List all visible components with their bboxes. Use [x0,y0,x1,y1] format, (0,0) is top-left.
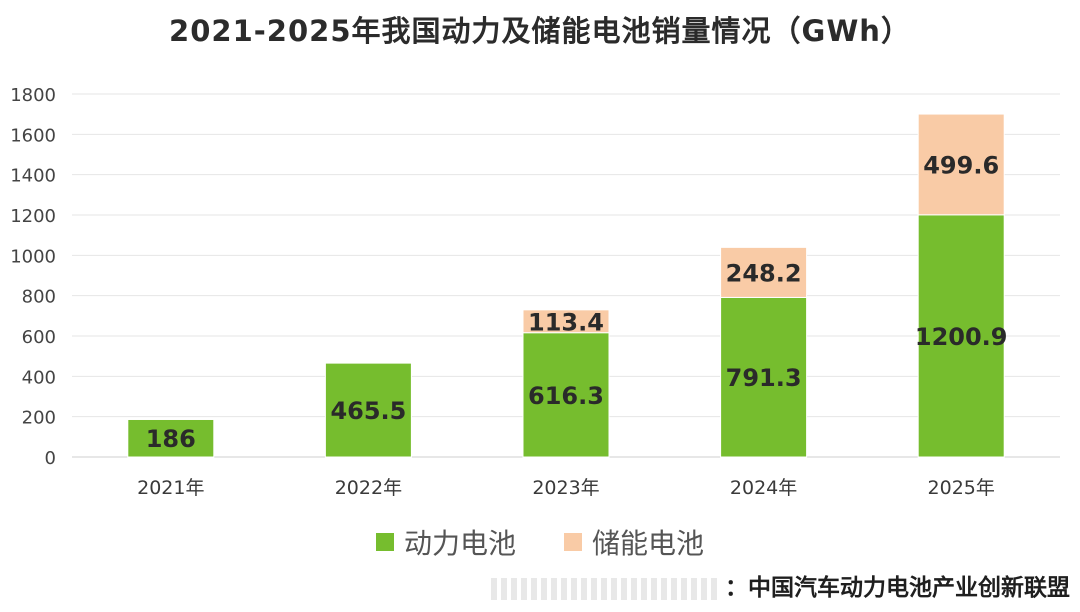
legend: 动力电池 储能电池 [0,522,1080,562]
bar [324,362,412,458]
legend-item-power: 动力电池 [375,522,516,562]
chart-title: 2021-2025年我国动力及储能电池销量情况（GWh） [169,14,911,48]
legend-item-storage: 储能电池 [564,522,704,562]
bar-value-label: 499.6 [923,151,999,179]
bar [917,214,1005,458]
x-category-label: 2022年 [335,477,402,499]
y-tick-label: 800 [22,287,56,308]
y-tick-label: 1200 [10,206,56,227]
bar [720,296,808,458]
y-tick-label: 1000 [10,246,56,267]
legend-label-storage: 储能电池 [592,527,705,560]
bar-value-label: 791.3 [726,364,802,392]
y-tick-label: 1400 [10,166,56,187]
source-note: ：中国汽车动力电池产业创新联盟 [491,568,1070,602]
x-category-label: 2025年 [928,477,995,499]
y-tick-label: 0 [45,448,56,469]
legend-swatch-storage [564,533,582,551]
legend-swatch-power [375,533,394,551]
bar-value-label: 465.5 [330,397,406,425]
bar-value-label: 616.3 [528,382,604,410]
y-tick-label: 600 [22,327,56,348]
x-category-label: 2021年 [137,477,204,499]
bar [127,418,215,458]
y-tick-label: 400 [22,367,56,388]
source-text: ：中国汽车动力电池产业创新联盟 [725,575,1070,601]
blurred-text [491,577,721,600]
bar [522,309,610,334]
bar-value-label: 113.4 [528,308,604,336]
bar-value-label: 1200.9 [915,323,1008,351]
y-tick-label: 200 [22,408,56,429]
x-category-label: 2023年 [532,477,599,499]
x-category-label: 2024年 [730,477,797,499]
bar-value-label: 248.2 [726,259,802,287]
bar [522,332,610,458]
y-tick-label: 1800 [10,85,56,106]
bar [720,246,808,298]
bar [917,113,1005,216]
y-tick-label: 1600 [10,125,56,146]
legend-label-power: 动力电池 [403,527,516,560]
bar-value-label: 186 [146,425,196,453]
